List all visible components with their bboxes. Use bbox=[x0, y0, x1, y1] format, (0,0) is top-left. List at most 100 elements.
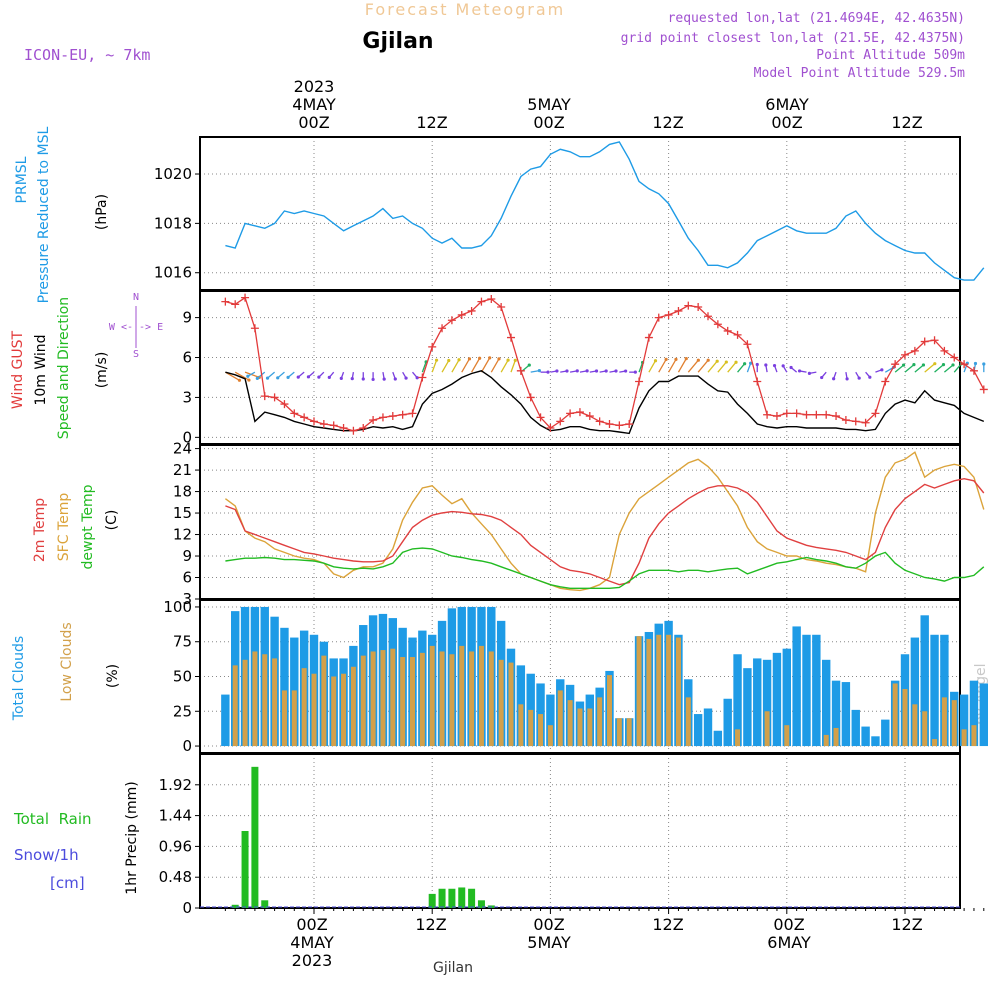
wind-barb bbox=[480, 357, 491, 373]
low-clouds-bar bbox=[262, 654, 268, 747]
total-clouds-bar bbox=[822, 659, 831, 747]
t2m-temp-line bbox=[225, 477, 985, 586]
low-clouds-bar bbox=[242, 659, 248, 747]
temp-unit: (C) bbox=[104, 510, 120, 531]
bottom-tick-12z-1: 12Z bbox=[415, 915, 446, 934]
top-year-label: 2023 bbox=[294, 77, 335, 96]
y-tick-label: 9 bbox=[182, 547, 192, 565]
total-clouds-bar bbox=[959, 694, 969, 747]
wind-barb-head bbox=[447, 358, 451, 363]
wind-gust-point bbox=[969, 366, 978, 375]
low-clouds-bar bbox=[932, 739, 938, 747]
wind-gust-point bbox=[516, 366, 525, 375]
low-clouds-bar bbox=[961, 729, 967, 747]
wind-gust-point bbox=[841, 416, 850, 425]
snow-label: Snow/1h bbox=[14, 846, 79, 864]
wind-gust-point bbox=[290, 409, 299, 418]
y-tick-label: 100 bbox=[163, 598, 192, 616]
rain-bar bbox=[448, 888, 456, 908]
wind-barb-head bbox=[247, 378, 251, 382]
wind-gust-point bbox=[802, 410, 811, 419]
wind-gust-point bbox=[782, 409, 791, 418]
wind-gust-point bbox=[940, 346, 949, 355]
wind-gust-point bbox=[595, 417, 604, 426]
wind-barb-head bbox=[317, 375, 321, 379]
y-tick-label: 0.48 bbox=[159, 868, 192, 886]
model-label: ICON-EU, ~ 7km bbox=[24, 46, 150, 64]
total-clouds-bar bbox=[881, 719, 890, 747]
bottom-tick-00z-3: 00Z bbox=[773, 915, 804, 934]
wind-barb-head bbox=[772, 363, 777, 368]
total-clouds-bar bbox=[979, 683, 988, 747]
low-clouds-bar bbox=[498, 659, 504, 747]
total-clouds-label: Total Clouds bbox=[11, 636, 27, 721]
wind-barb-head bbox=[604, 369, 608, 373]
model-altitude: Model Point Altitude 529.5m bbox=[754, 66, 965, 81]
wind-barb-head bbox=[265, 376, 270, 380]
wind-barb-head bbox=[868, 375, 872, 379]
wind-gust-point bbox=[310, 417, 318, 426]
wind-barb bbox=[697, 359, 709, 373]
wind-gust-point bbox=[438, 324, 447, 333]
wind-barb-head bbox=[797, 369, 802, 373]
low-clouds-bar bbox=[360, 655, 366, 747]
top-day-label-2: 5MAY bbox=[527, 95, 571, 114]
low-clouds-bar bbox=[439, 651, 445, 747]
wind-gust-point bbox=[891, 360, 900, 369]
wind-gust-point bbox=[684, 301, 693, 310]
wind-barb bbox=[510, 360, 516, 373]
wind-barb-head bbox=[393, 377, 397, 381]
y-tick-label: 1018 bbox=[154, 214, 192, 232]
low-clouds-bar bbox=[478, 645, 484, 747]
wind-barb bbox=[461, 358, 471, 373]
low-clouds-bar bbox=[735, 729, 741, 747]
y-tick-label: 1.44 bbox=[159, 807, 192, 825]
y-tick-label: 6 bbox=[182, 349, 192, 367]
wind-gust-point bbox=[556, 417, 565, 426]
wind-gust-point bbox=[497, 302, 506, 311]
wind-barb-head bbox=[296, 375, 300, 379]
pressure-label-2: Pressure Reduced to MSL bbox=[36, 126, 52, 303]
y-tick-label: 12 bbox=[173, 526, 192, 544]
rain-bar bbox=[458, 887, 466, 908]
y-tick-label: 3 bbox=[182, 388, 192, 406]
wind-barb-head bbox=[845, 377, 849, 381]
wind-10m-label: 10m Wind bbox=[33, 334, 49, 405]
footer-location: Gjilan bbox=[433, 960, 473, 976]
total-clouds-bar bbox=[782, 648, 791, 747]
low-clouds-bar bbox=[646, 638, 652, 747]
bottom-day-label-1: 4MAY bbox=[290, 933, 334, 952]
wind-barb-head bbox=[327, 375, 331, 379]
wind-barb-head bbox=[457, 358, 461, 362]
wind-barb bbox=[914, 364, 924, 373]
total-clouds-bar bbox=[969, 680, 979, 747]
low-clouds-bar bbox=[597, 697, 603, 747]
wind-gust-point bbox=[753, 377, 762, 386]
low-clouds-bar bbox=[419, 652, 425, 747]
low-clouds-bar bbox=[587, 708, 593, 747]
wind-gust-point bbox=[260, 392, 269, 401]
wind-gust-point bbox=[635, 377, 644, 386]
low-clouds-bar bbox=[784, 725, 790, 747]
y-tick-label: 25 bbox=[173, 702, 192, 720]
total-clouds-bar bbox=[772, 652, 782, 747]
wind-barb-head bbox=[789, 365, 793, 370]
wind-gust-point bbox=[605, 420, 614, 429]
top-tick-00z-3: 00Z bbox=[771, 113, 802, 132]
wind-10m-line bbox=[225, 370, 985, 435]
wind-barb bbox=[441, 360, 450, 373]
wind-barb-head bbox=[350, 377, 354, 381]
wind-barb-head bbox=[497, 357, 501, 361]
wind-barb bbox=[894, 364, 904, 373]
wind-gust-point bbox=[526, 393, 535, 402]
top-tick-00z-1: 00Z bbox=[298, 113, 329, 132]
wind-barb-head bbox=[246, 374, 250, 378]
total-clouds-bar bbox=[743, 668, 752, 747]
wind-dir-label: Speed and Direction bbox=[56, 297, 72, 439]
wind-gust-point bbox=[930, 336, 939, 345]
total-clouds-bar bbox=[841, 682, 851, 747]
low-clouds-bar bbox=[902, 689, 908, 747]
wind-gust-point bbox=[536, 413, 545, 422]
wind-gust-point bbox=[910, 346, 919, 355]
total-clouds-bar bbox=[693, 714, 703, 747]
